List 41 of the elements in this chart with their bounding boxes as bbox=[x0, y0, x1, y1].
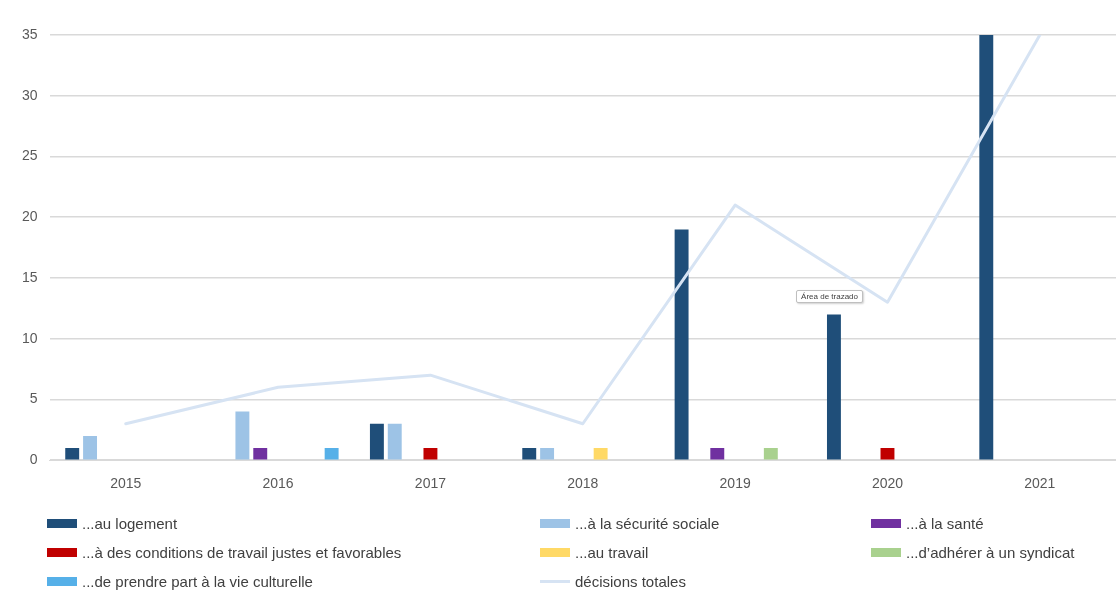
bar bbox=[324, 448, 339, 460]
bar bbox=[83, 435, 98, 460]
x-tick-label: 2018 bbox=[567, 475, 599, 492]
y-tick-label: 35 bbox=[21, 25, 38, 42]
y-tick-label: 15 bbox=[21, 268, 38, 285]
bar bbox=[65, 448, 80, 460]
bar bbox=[253, 448, 268, 460]
bar bbox=[880, 448, 895, 460]
bar bbox=[593, 448, 608, 460]
legend-label: décisions totales bbox=[575, 573, 686, 590]
legend-label: ...au logement bbox=[82, 515, 178, 532]
legend-label: ...d’adhérer à un syndicat bbox=[906, 544, 1075, 561]
y-tick-label: 30 bbox=[21, 86, 38, 103]
legend-label: ...à la santé bbox=[906, 515, 984, 532]
x-tick-label: 2019 bbox=[719, 475, 751, 492]
y-tick-label: 20 bbox=[21, 208, 38, 225]
bar bbox=[979, 35, 994, 460]
bar bbox=[235, 411, 250, 460]
x-tick-label: 2016 bbox=[262, 475, 294, 492]
bar bbox=[387, 423, 402, 460]
y-tick-label: 10 bbox=[21, 329, 38, 346]
bar bbox=[540, 448, 555, 460]
y-tick-label: 0 bbox=[29, 451, 38, 468]
bar bbox=[710, 448, 725, 460]
bar bbox=[369, 423, 384, 460]
x-tick-label: 2017 bbox=[414, 475, 447, 492]
bar bbox=[763, 448, 778, 460]
legend-label: ...à des conditions de travail justes et favorables bbox=[82, 544, 402, 561]
y-tick-label: 5 bbox=[29, 390, 38, 407]
x-tick-label: 2020 bbox=[871, 475, 904, 492]
legend-label: ...à la sécurité sociale bbox=[575, 515, 720, 532]
annotation: Área de trazado bbox=[796, 290, 863, 304]
legend-label: ...de prendre part à la vie culturelle bbox=[82, 573, 313, 590]
legend-label: ...au travail bbox=[575, 544, 649, 561]
x-tick-label: 2021 bbox=[1024, 475, 1056, 492]
y-tick-label: 25 bbox=[21, 147, 38, 164]
x-tick-label: 2015 bbox=[110, 475, 142, 492]
bar bbox=[674, 229, 689, 460]
bar bbox=[826, 314, 841, 460]
bar bbox=[522, 448, 537, 460]
bar bbox=[423, 448, 438, 460]
